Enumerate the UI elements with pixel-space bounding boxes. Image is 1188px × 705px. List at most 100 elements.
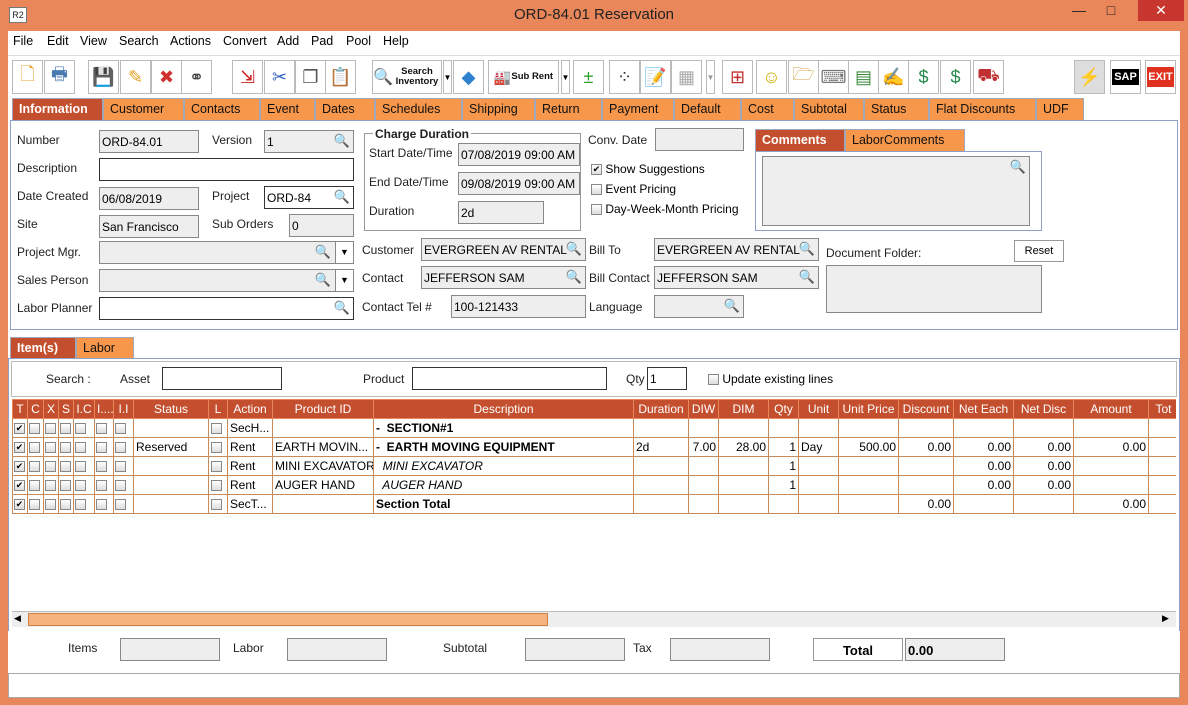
row-checkbox[interactable] [73,418,95,438]
scrollbar-thumb[interactable] [28,613,548,626]
row-checkbox[interactable]: ✔ [12,437,28,457]
smiley-button[interactable]: ☺ [756,60,787,94]
table-row[interactable]: ✔ SecH... - SECTION#1 [12,418,1176,438]
row-checkbox[interactable] [43,456,59,476]
document-folder-box[interactable] [826,265,1042,313]
row-checkbox[interactable] [94,418,114,438]
row-checkbox[interactable] [73,456,95,476]
column-header[interactable]: Amount [1073,399,1149,419]
search-inventory-button[interactable]: 🔍 Search Inventory [372,60,442,94]
menu-convert[interactable]: Convert [223,34,267,48]
column-header[interactable]: T [12,399,28,419]
column-header[interactable]: Description [373,399,634,419]
search-icon[interactable]: 🔍 [314,272,331,287]
new-document-button[interactable]: 🗋 [12,60,43,94]
sub-rent-button[interactable]: 🏭 Sub Rent [488,60,559,94]
sub-rent-dropdown[interactable]: ▼ [561,60,570,94]
maximize-button[interactable]: □ [1106,2,1116,18]
row-checkbox[interactable]: ✔ [12,456,28,476]
print-button[interactable]: 🖶 [44,60,75,94]
tab-information[interactable]: Information [12,98,103,120]
dollar-forward-button[interactable]: $ [908,60,939,94]
column-header[interactable]: Net Disc [1013,399,1074,419]
column-header[interactable]: Unit Price [838,399,899,419]
event-pricing-checkbox[interactable]: Event Pricing [591,182,676,196]
column-header[interactable]: L [208,399,228,419]
close-button[interactable]: ✕ [1138,0,1184,21]
row-checkbox[interactable] [73,494,95,514]
calendar-dropdown[interactable]: ▼ [706,60,715,94]
search-icon[interactable]: 🔍 [333,300,350,315]
tab-labor-comments[interactable]: LaborComments [845,129,965,151]
tab-subtotal[interactable]: Subtotal [794,98,864,120]
tab-return[interactable]: Return [535,98,602,120]
lock-checkbox[interactable] [208,418,228,438]
row-checkbox[interactable] [27,494,44,514]
search-icon[interactable]: 🔍 [314,244,331,259]
customer-field[interactable]: EVERGREEN AV RENTALS 🔍 [421,238,586,261]
sales-person-select[interactable]: 🔍 ▼ [99,269,354,292]
column-header[interactable]: S [58,399,74,419]
column-header[interactable]: Product ID [272,399,374,419]
truck-button[interactable]: ⛟ [973,60,1004,94]
edit-document-button[interactable]: ✍ [878,60,909,94]
search-inventory-dropdown[interactable]: ▼ [443,60,452,94]
tab-items[interactable]: Item(s) [10,337,76,359]
row-checkbox[interactable] [58,418,74,438]
product-input[interactable] [412,367,607,390]
bill-contact-field[interactable]: JEFFERSON SAM 🔍 [654,266,819,289]
row-checkbox[interactable] [73,437,95,457]
copy-button[interactable]: ❐ [295,60,326,94]
search-icon[interactable]: 🔍 [565,269,582,284]
table-row[interactable]: ✔ Reserved Rent EARTH MOVIN... - EARTH MOVIN… [12,437,1176,457]
menu-edit[interactable]: Edit [47,34,69,48]
lock-checkbox[interactable] [208,475,228,495]
row-checkbox[interactable] [113,437,134,457]
reset-button[interactable]: Reset [1014,240,1064,262]
search-icon[interactable]: 🔍 [333,189,350,204]
row-checkbox[interactable] [43,494,59,514]
column-header[interactable]: Tot [1148,399,1176,419]
qty-input[interactable]: 1 [647,367,687,390]
scroll-left-arrow[interactable]: ◀ [14,613,21,623]
column-header[interactable]: Action [227,399,273,419]
chevron-down-icon[interactable]: ▼ [335,270,353,291]
search-icon[interactable]: 🔍 [333,133,350,148]
menu-add[interactable]: Add [277,34,300,48]
column-header[interactable]: DIM [718,399,769,419]
minimize-button[interactable]: — [1072,2,1086,18]
scroll-right-arrow[interactable]: ▶ [1162,613,1169,623]
row-checkbox[interactable] [27,456,44,476]
row-checkbox[interactable]: ✔ [12,418,28,438]
column-header[interactable]: C [27,399,44,419]
table-row[interactable]: ✔ Rent MINI EXCAVATOR MINI EXCAVATOR 1 0.00 0… [12,456,1176,476]
search-icon[interactable]: 🔍 [565,241,582,256]
row-checkbox[interactable] [94,456,114,476]
row-checkbox[interactable] [43,475,59,495]
column-header[interactable]: Qty [768,399,799,419]
column-header[interactable]: X [43,399,59,419]
lock-checkbox[interactable] [208,437,228,457]
column-header[interactable]: Duration [633,399,689,419]
tab-default[interactable]: Default [674,98,741,120]
row-checkbox[interactable] [58,437,74,457]
update-existing-checkbox[interactable]: Update existing lines [708,372,833,386]
column-header[interactable]: I.I [113,399,134,419]
project-field[interactable]: ORD-84 🔍 [264,186,354,209]
paste-button[interactable]: 📋 [325,60,356,94]
language-field[interactable]: 🔍 [654,295,744,318]
comments-textarea[interactable]: 🔍 [762,156,1030,226]
sap-button[interactable]: SAP [1110,60,1141,94]
dollar-notes-button[interactable]: $ [940,60,971,94]
menu-pad[interactable]: Pad [311,34,334,48]
row-checkbox[interactable] [43,418,59,438]
copy-transfer-button[interactable]: ⇲ [232,60,263,94]
row-checkbox[interactable] [113,418,134,438]
org-chart-button[interactable]: ⊞ [722,60,753,94]
lightning-button[interactable]: ⚡ [1074,60,1105,94]
row-checkbox[interactable] [27,475,44,495]
lock-checkbox[interactable] [208,456,228,476]
row-checkbox[interactable] [113,456,134,476]
table-row[interactable]: ✔ Rent AUGER HAND AUGER HAND 1 0.00 0.00 [12,475,1176,495]
row-checkbox[interactable] [94,494,114,514]
